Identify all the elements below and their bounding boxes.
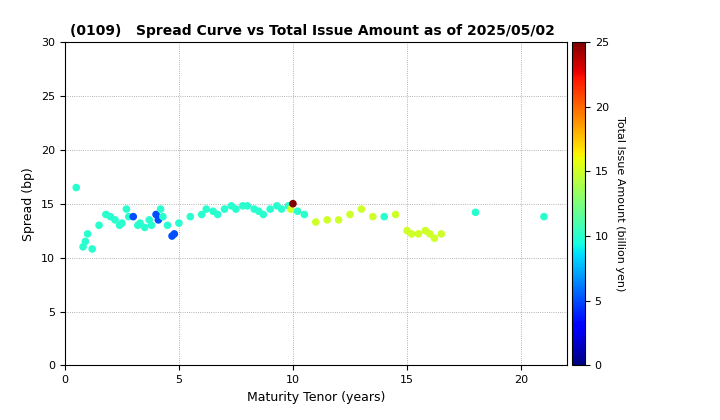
Point <box>196 211 207 218</box>
Point <box>143 217 155 223</box>
Point <box>253 208 264 215</box>
Point <box>104 213 116 220</box>
Point <box>71 184 82 191</box>
Point <box>162 222 174 228</box>
Point <box>258 211 269 218</box>
Point <box>82 231 94 237</box>
Point <box>248 206 260 213</box>
Point <box>153 217 164 223</box>
Point <box>150 211 162 218</box>
Point <box>299 211 310 218</box>
Point <box>139 224 150 231</box>
Point <box>283 202 294 209</box>
Point <box>212 211 223 218</box>
Point <box>173 220 184 226</box>
Point <box>538 213 549 220</box>
Point <box>184 213 196 220</box>
Point <box>135 220 146 226</box>
Point <box>155 206 166 213</box>
Point <box>469 209 481 216</box>
Point <box>132 222 143 228</box>
Point <box>344 211 356 218</box>
Point <box>287 200 299 207</box>
Point <box>333 217 344 223</box>
Point <box>401 227 413 234</box>
Point <box>123 213 135 220</box>
Point <box>145 222 157 228</box>
Point <box>157 213 168 220</box>
Point <box>237 202 248 209</box>
Point <box>406 231 418 237</box>
Point <box>219 206 230 213</box>
Point <box>116 220 127 226</box>
Point <box>121 206 132 213</box>
Point <box>168 231 180 237</box>
Y-axis label: Total Issue Amount (billion yen): Total Issue Amount (billion yen) <box>616 116 626 291</box>
X-axis label: Maturity Tenor (years): Maturity Tenor (years) <box>246 391 385 404</box>
Point <box>225 202 237 209</box>
Point <box>379 213 390 220</box>
Point <box>230 206 242 213</box>
Point <box>207 208 219 215</box>
Point <box>310 219 322 226</box>
Point <box>271 202 283 209</box>
Point <box>413 231 424 237</box>
Point <box>80 238 91 245</box>
Point <box>86 246 98 252</box>
Point <box>77 244 89 250</box>
Text: (0109)   Spread Curve vs Total Issue Amount as of 2025/05/02: (0109) Spread Curve vs Total Issue Amoun… <box>70 24 554 38</box>
Point <box>200 206 212 213</box>
Point <box>100 211 112 218</box>
Point <box>390 211 401 218</box>
Point <box>420 227 431 234</box>
Point <box>166 233 178 239</box>
Point <box>264 206 276 213</box>
Point <box>127 213 139 220</box>
Point <box>424 231 436 237</box>
Point <box>436 231 447 237</box>
Point <box>94 222 105 228</box>
Point <box>242 202 253 209</box>
Point <box>292 208 303 215</box>
Point <box>367 213 379 220</box>
Point <box>285 206 297 213</box>
Point <box>321 217 333 223</box>
Point <box>109 217 121 223</box>
Y-axis label: Spread (bp): Spread (bp) <box>22 167 35 241</box>
Point <box>428 235 440 242</box>
Point <box>114 222 125 228</box>
Point <box>276 206 287 213</box>
Point <box>356 206 367 213</box>
